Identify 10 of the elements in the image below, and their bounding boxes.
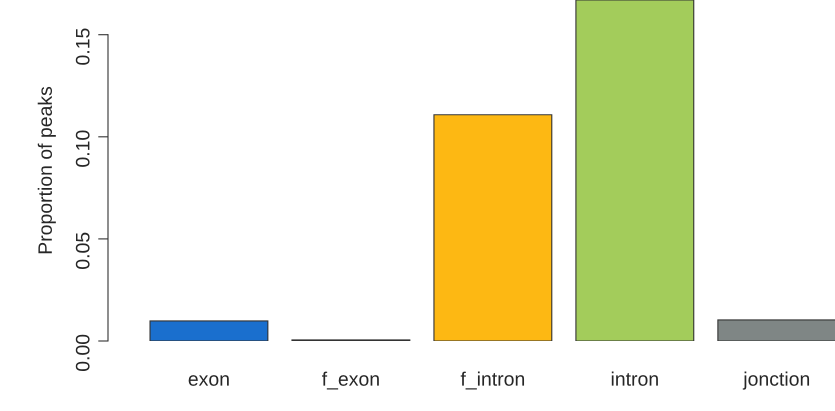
y-tick-label: 0.15: [76, 28, 90, 65]
x-tick-label: jonction: [742, 372, 810, 390]
x-tick-label: f_intron: [460, 372, 524, 390]
y-axis-title: Proportion of peaks: [38, 86, 56, 254]
y-tick-label: 0.00: [76, 334, 90, 372]
x-tick-label: exon: [188, 375, 229, 386]
x-tick-label: intron: [612, 372, 658, 386]
x-tick-label: f_exon: [322, 372, 379, 390]
y-tick-label: 0.10: [76, 130, 90, 167]
y-tick-label: 0.05: [76, 232, 90, 269]
